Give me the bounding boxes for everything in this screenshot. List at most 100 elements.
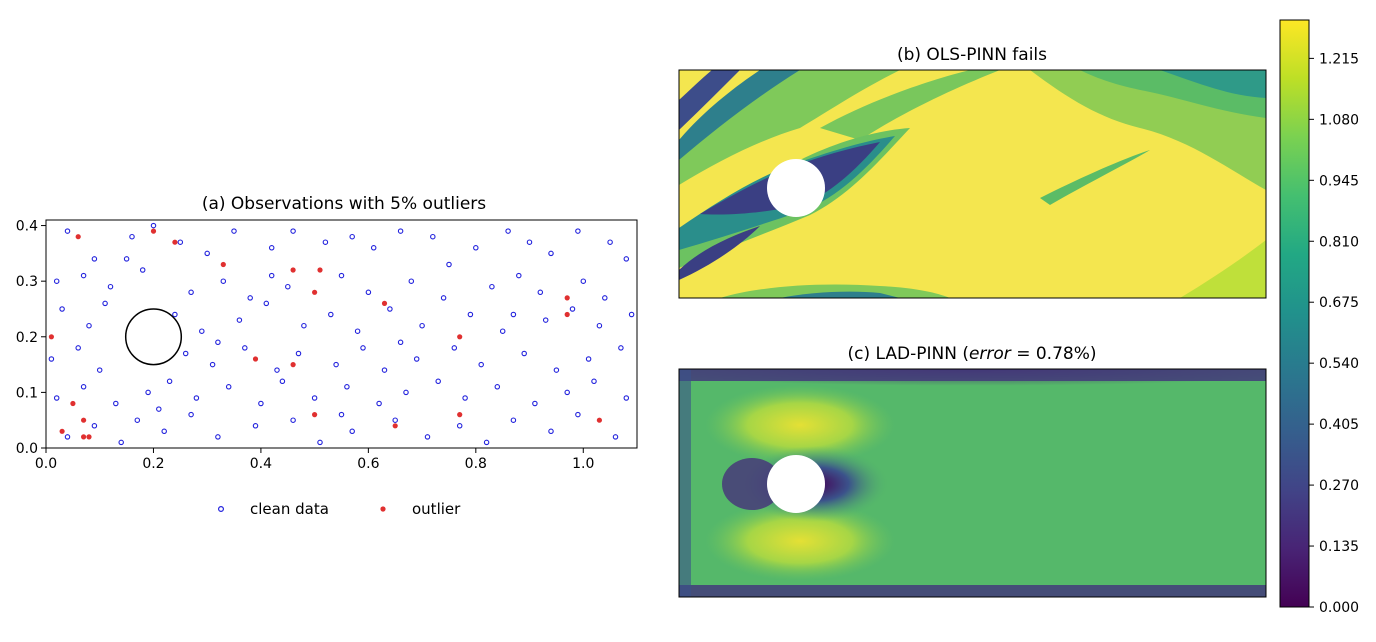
clean-data-point <box>209 361 216 368</box>
outlier-point <box>48 334 55 340</box>
panel-b-contour-mid-band <box>820 70 1000 140</box>
colorbar-tick-label: 0.270 <box>1319 478 1359 494</box>
clean-data-point <box>338 272 345 279</box>
clean-data-point <box>204 250 210 257</box>
panel-b-contour-bottom-left <box>679 226 760 280</box>
clean-data-point <box>156 406 162 412</box>
clean-data-point <box>553 367 560 373</box>
clean-data-point <box>123 256 130 262</box>
panel-c-bottom-edge <box>679 585 1266 597</box>
outlier-point <box>75 234 81 240</box>
colorbar: 0.000 0.135 0.270 0.405 0.540 0.675 0.810 0.945… <box>1279 19 1359 616</box>
panel-c-title-prefix: (c) LAD-PINN ( <box>848 344 969 364</box>
clean-data-point <box>53 395 60 401</box>
clean-data-point <box>113 400 119 407</box>
clean-data-point <box>376 400 382 407</box>
clean-data-point <box>301 322 307 329</box>
outlier-point <box>150 228 157 234</box>
clean-data-point <box>392 417 398 423</box>
outlier-point <box>564 295 570 301</box>
clean-data-point <box>236 317 243 323</box>
y-tick-label: 0.1 <box>16 385 38 401</box>
x-tick-label: 0.0 <box>35 456 57 472</box>
clean-data-point <box>317 439 323 446</box>
outlier-point <box>252 356 259 362</box>
panel-a: (a) Observations with 5% outliers 0.0 0.2… <box>16 194 638 518</box>
clean-data-point <box>537 289 544 296</box>
panel-b-contour-upper-band <box>679 70 900 185</box>
clean-data-point <box>435 378 441 385</box>
clean-data-point <box>285 283 291 290</box>
panel-b-frame <box>678 69 1267 299</box>
clean-data-point <box>628 311 635 318</box>
clean-data-point <box>505 228 511 234</box>
clean-data-point <box>548 250 554 257</box>
panel-c: (c) LAD-PINN (error = 0.78%) <box>678 344 1267 598</box>
clean-data-point <box>134 417 141 423</box>
panel-c-frame <box>678 368 1267 598</box>
clean-data-point <box>150 222 157 229</box>
colorbar-tick-label: 0.540 <box>1319 356 1359 372</box>
panel-a-frame <box>45 219 638 449</box>
clean-data-point <box>166 378 173 385</box>
panel-a-points <box>48 222 635 446</box>
panel-b-contour-upper-band-dark <box>679 70 800 160</box>
clean-data-point <box>542 317 549 323</box>
clean-data-point <box>215 434 221 440</box>
clean-data-point <box>349 233 355 240</box>
outlier-point <box>81 434 87 440</box>
outlier-point <box>86 434 92 440</box>
panel-b-contour-bottom-edge-dark <box>780 291 900 298</box>
clean-data-point <box>199 328 205 334</box>
clean-data-point <box>575 228 581 234</box>
clean-data-point <box>220 278 227 284</box>
clean-data-point <box>349 428 355 435</box>
colorbar-tick-label: 1.215 <box>1319 51 1359 67</box>
panel-a-x-axis: 0.0 0.2 0.4 0.6 0.8 1.0 <box>35 448 594 472</box>
clean-data-point <box>64 434 71 440</box>
clean-data-point <box>499 328 506 334</box>
clean-data-point <box>129 233 135 240</box>
colorbar-tick-label: 0.000 <box>1319 600 1359 616</box>
panel-b: (b) OLS-PINN fails <box>678 45 1267 299</box>
clean-data-point <box>424 434 431 440</box>
clean-data-point <box>344 384 350 390</box>
clean-data-point <box>602 295 608 301</box>
clean-data-point <box>360 345 366 351</box>
clean-data-point <box>311 395 318 401</box>
legend-clean-marker <box>218 506 225 513</box>
outlier-point <box>457 412 463 418</box>
clean-data-point <box>397 339 404 346</box>
legend-outlier-label: outlier <box>412 500 461 518</box>
y-tick-label: 0.2 <box>16 330 38 346</box>
panel-a-legend: clean data outlier <box>218 500 461 518</box>
panel-a-obstacle <box>124 308 183 366</box>
colorbar-tick-label: 0.675 <box>1319 295 1359 311</box>
panel-b-obstacle <box>767 159 825 217</box>
colorbar-ticks: 0.000 0.135 0.270 0.405 0.540 0.675 0.810 0.945… <box>1309 51 1359 616</box>
clean-data-point <box>258 400 264 407</box>
clean-data-point <box>467 311 474 318</box>
clean-data-point <box>354 328 361 334</box>
clean-data-point <box>440 295 447 301</box>
outlier-point <box>290 267 296 273</box>
clean-data-point <box>580 278 587 284</box>
clean-data-point <box>118 439 124 446</box>
clean-data-point <box>612 434 619 440</box>
panel-b-contour-streak <box>1040 150 1150 205</box>
clean-data-point <box>623 256 630 262</box>
panel-c-title-math: error <box>969 344 1012 364</box>
colorbar-gradient <box>1279 19 1310 608</box>
clean-data-point <box>274 367 280 373</box>
clean-data-point <box>215 339 221 346</box>
clean-data-point <box>510 417 517 423</box>
clean-data-point <box>161 428 167 435</box>
clean-data-point <box>279 378 286 385</box>
panel-b-contour-upper-left-dark <box>679 70 740 130</box>
clean-data-point <box>451 345 458 351</box>
clean-data-point <box>80 384 87 390</box>
colorbar-tick-label: 0.810 <box>1319 234 1359 250</box>
clean-data-point <box>591 378 597 385</box>
clean-data-point <box>268 272 275 279</box>
clean-data-point <box>102 300 108 307</box>
